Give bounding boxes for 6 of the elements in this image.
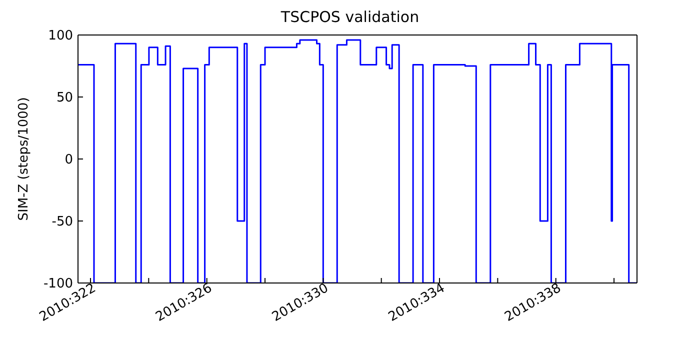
chart-title: TSCPOS validation: [280, 8, 420, 28]
y-tick-label: 100: [48, 28, 73, 44]
y-axis-title: SIM-Z (steps/1000): [16, 97, 32, 221]
y-tick-label: -50: [52, 214, 73, 230]
y-tick-label: 50: [56, 90, 73, 106]
y-tick-label: 0: [64, 152, 73, 168]
